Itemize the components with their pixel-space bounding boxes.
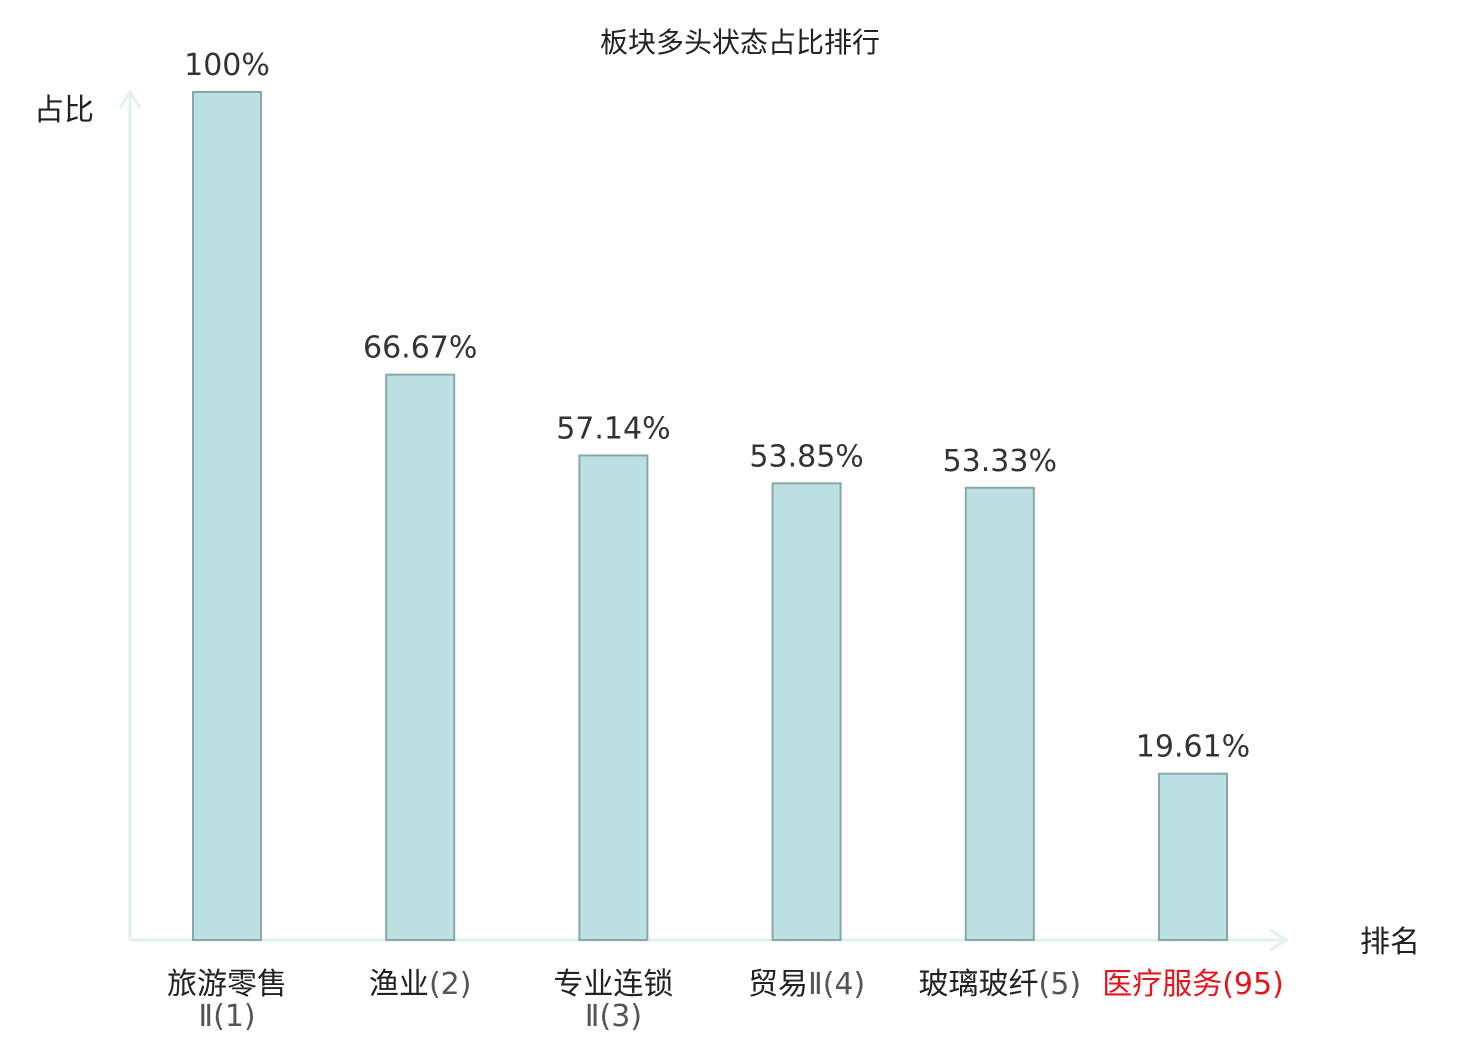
category-label-1: 旅游零售 Ⅱ(1) [167,967,287,1034]
x-axis-label: 排名 [1360,925,1420,960]
bar-3 [579,455,647,940]
category-label-6: 医疗服务(95) [1102,967,1284,1002]
category-labels-group: 旅游零售 Ⅱ(1) 渔业(2) 专业连锁 Ⅱ(3) 贸易Ⅱ(4) 玻璃玻纤(5) 医疗服务(9… [167,967,1284,1034]
bar-1 [193,92,261,940]
category-label-3: 专业连锁 Ⅱ(3) [553,967,673,1034]
bar-4 [773,483,841,940]
bar-6 [1159,774,1227,940]
bar-5 [966,488,1034,940]
value-label-6: 19.61% [1136,730,1250,765]
bar-2 [386,375,454,940]
x-axis [130,930,1286,950]
value-labels-group: 100% 66.67% 57.14% 53.85% 53.33% 19.61% [184,48,1250,765]
chart-title: 板块多头状态占比排行 [600,26,880,59]
y-axis [120,92,140,940]
value-label-2: 66.67% [363,331,477,366]
category-label-4: 贸易Ⅱ(4) [748,967,865,1002]
bars-group [193,92,1227,940]
value-label-1: 100% [184,48,270,83]
category-label-2: 渔业(2) [369,967,472,1002]
value-label-3: 57.14% [556,411,670,446]
y-axis-label: 占比 [34,93,94,128]
value-label-4: 53.85% [749,439,863,474]
value-label-5: 53.33% [943,444,1057,479]
category-label-5: 玻璃玻纤(5) [919,967,1082,1002]
